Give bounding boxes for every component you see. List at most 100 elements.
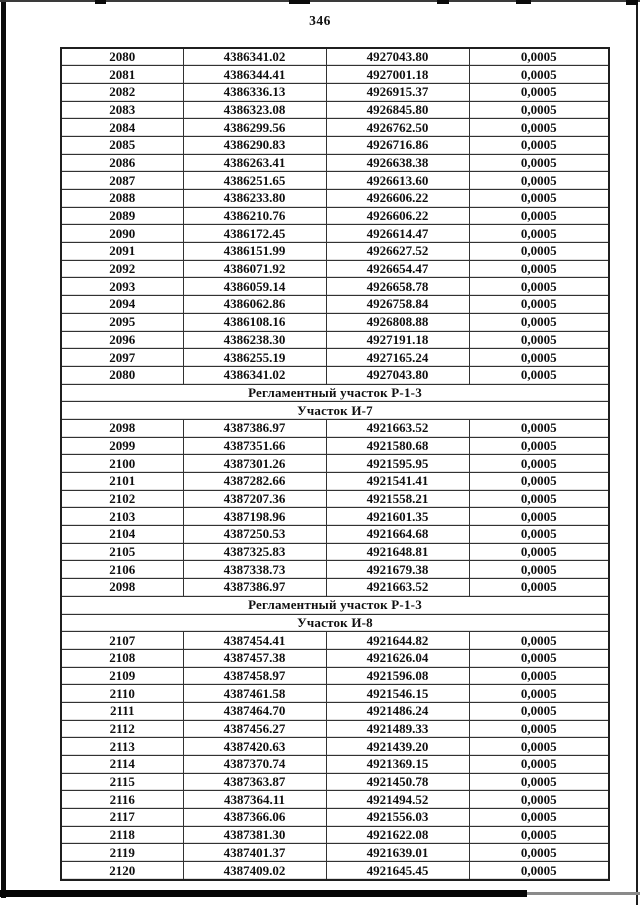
table-row: 2098 4387386.97 4921663.52 0,0005 [60,418,610,438]
table-row: 2084 4386299.56 4926762.50 0,0005 [60,118,610,137]
accuracy-cell: 0,0005 [468,330,610,350]
point-id-cell: 2120 [60,861,184,881]
accuracy-cell: 0,0005 [468,719,610,739]
accuracy-cell: 0,0005 [468,295,610,314]
coord-y-cell: 4921679.38 [325,560,470,580]
coord-y-cell: 4921369.15 [325,755,470,774]
coord-x-cell: 4387325.83 [182,542,327,562]
accuracy-cell: 0,0005 [468,135,610,155]
coord-y-cell: 4926613.60 [325,171,470,190]
section-header-row: Регламентный участок Р-1-3 [60,383,610,403]
coord-y-cell: 4921556.03 [325,808,470,827]
point-id-cell: 2101 [60,472,184,491]
scan-frame-bottom-gray-line [527,892,640,895]
coordinate-table-body: 2080 4386341.02 4927043.80 0,0005 2081 438634… [60,47,610,881]
coord-y-cell: 4921595.95 [325,454,470,473]
accuracy-cell: 0,0005 [468,737,610,756]
coord-y-cell: 4927043.80 [325,47,470,67]
scan-frame-left-bar [1,0,6,898]
scan-artifact-mark [95,0,106,4]
table-row: 2102 4387207.36 4921558.21 0,0005 [60,489,610,509]
coord-x-cell: 4386071.92 [182,259,327,279]
point-id-cell: 2099 [60,436,184,456]
accuracy-cell: 0,0005 [468,861,610,881]
table-row: 2086 4386263.41 4926638.38 0,0005 [60,153,610,173]
coord-y-cell: 4926758.84 [325,295,470,314]
coord-x-cell: 4386062.86 [182,295,327,314]
accuracy-cell: 0,0005 [468,507,610,527]
coord-x-cell: 4387461.58 [182,684,327,703]
point-id-cell: 2107 [60,631,184,650]
coord-x-cell: 4386172.45 [182,224,327,244]
point-id-cell: 2092 [60,259,184,279]
coord-x-cell: 4387386.97 [182,418,327,438]
section-header-row: Участок И-8 [60,613,610,633]
table-row: 2082 4386336.13 4926915.37 0,0005 [60,82,610,102]
point-id-cell: 2087 [60,171,184,190]
point-id-cell: 2103 [60,507,184,527]
coord-y-cell: 4921596.08 [325,666,470,686]
coord-x-cell: 4386238.30 [182,330,327,350]
coord-x-cell: 4387420.63 [182,737,327,756]
table-row: 2115 4387363.87 4921450.78 0,0005 [60,772,610,792]
point-id-cell: 2089 [60,206,184,226]
scan-frame-top-line [0,0,640,2]
point-id-cell: 2083 [60,100,184,120]
table-row: 2087 4386251.65 4926613.60 0,0005 [60,171,610,190]
accuracy-cell: 0,0005 [468,684,610,703]
coord-y-cell: 4921546.15 [325,684,470,703]
point-id-cell: 2080 [60,47,184,67]
coord-x-cell: 4386251.65 [182,171,327,190]
coord-x-cell: 4386299.56 [182,118,327,137]
coord-x-cell: 4387198.96 [182,507,327,527]
coord-x-cell: 4387457.38 [182,648,327,668]
coord-y-cell: 4926606.22 [325,206,470,226]
accuracy-cell: 0,0005 [468,47,610,67]
coord-x-cell: 4386263.41 [182,153,327,173]
coord-x-cell: 4386323.08 [182,100,327,120]
accuracy-cell: 0,0005 [468,242,610,261]
table-row: 2096 4386238.30 4927191.18 0,0005 [60,330,610,350]
point-id-cell: 2111 [60,701,184,721]
coord-y-cell: 4921580.68 [325,436,470,456]
coord-y-cell: 4921644.82 [325,631,470,650]
accuracy-cell: 0,0005 [468,489,610,509]
accuracy-cell: 0,0005 [468,277,610,297]
coord-y-cell: 4921601.35 [325,507,470,527]
table-row: 2101 4387282.66 4921541.41 0,0005 [60,472,610,491]
table-row: 2109 4387458.97 4921596.08 0,0005 [60,666,610,686]
coord-x-cell: 4387464.70 [182,701,327,721]
coord-y-cell: 4926915.37 [325,82,470,102]
point-id-cell: 2097 [60,348,184,367]
coord-x-cell: 4387250.53 [182,525,327,544]
table-row: 2108 4387457.38 4921626.04 0,0005 [60,648,610,668]
accuracy-cell: 0,0005 [468,472,610,491]
coord-y-cell: 4926658.78 [325,277,470,297]
section-header-cell: Участок И-8 [60,613,610,633]
point-id-cell: 2119 [60,843,184,863]
accuracy-cell: 0,0005 [468,224,610,244]
table-row: 2098 4387386.97 4921663.52 0,0005 [60,578,610,597]
point-id-cell: 2081 [60,65,184,84]
section-header-cell: Участок И-7 [60,401,610,420]
coord-y-cell: 4926654.47 [325,259,470,279]
point-id-cell: 2106 [60,560,184,580]
table-row: 2090 4386172.45 4926614.47 0,0005 [60,224,610,244]
table-row: 2119 4387401.37 4921639.01 0,0005 [60,843,610,863]
scan-frame-bottom-bar [0,890,527,897]
point-id-cell: 2096 [60,330,184,350]
accuracy-cell: 0,0005 [468,82,610,102]
scan-artifact-mark [289,0,310,4]
accuracy-cell: 0,0005 [468,365,610,385]
coord-x-cell: 4387456.27 [182,719,327,739]
section-header-row: Участок И-7 [60,401,610,420]
section-header-cell: Регламентный участок Р-1-3 [60,595,610,615]
accuracy-cell: 0,0005 [468,808,610,827]
coord-y-cell: 4921639.01 [325,843,470,863]
table-row: 2097 4386255.19 4927165.24 0,0005 [60,348,610,367]
coord-x-cell: 4387454.41 [182,631,327,650]
coord-x-cell: 4386210.76 [182,206,327,226]
point-id-cell: 2108 [60,648,184,668]
scan-frame-right-line [636,0,638,905]
